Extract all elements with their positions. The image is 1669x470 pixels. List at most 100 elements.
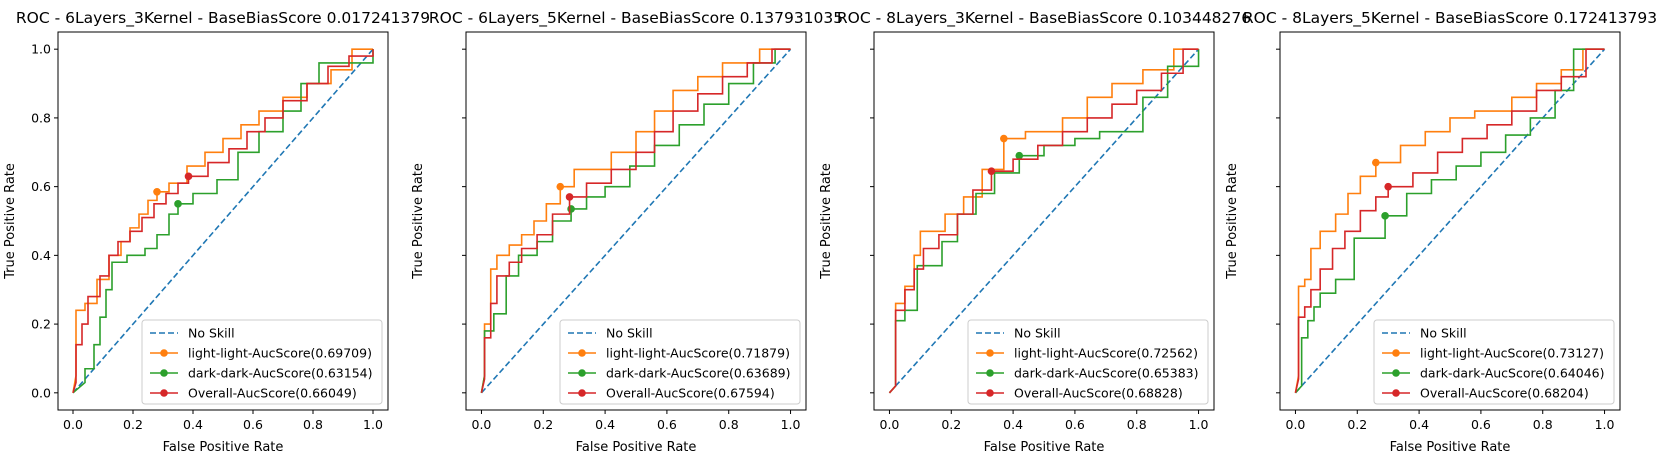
legend: No Skill light-light-AucScore(0.72562) dar… xyxy=(967,319,1209,405)
series-marker-1 xyxy=(556,182,565,191)
series-line-2 xyxy=(480,48,791,393)
legend-marker-2 xyxy=(1392,369,1400,377)
series-line-3 xyxy=(480,48,791,393)
series-line-3 xyxy=(888,48,1199,394)
legend-entry-label: light-light-AucScore(0.69709) xyxy=(188,346,372,361)
chart-title: ROC - 6Layers_3Kernel - BaseBiasScore 0.… xyxy=(16,9,430,28)
series-marker-1 xyxy=(1000,134,1008,143)
plot-area xyxy=(1294,48,1606,394)
chart-title: ROC - 6Layers_5Kernel - BaseBiasScore 0.… xyxy=(429,9,843,28)
series-line-0 xyxy=(72,48,374,394)
legend-box xyxy=(559,319,801,405)
x-tick-label: 0.6 xyxy=(1471,417,1491,432)
chart-title: ROC - 8Layers_3Kernel - BaseBiasScore 0.… xyxy=(837,9,1251,28)
legend-marker-3 xyxy=(578,389,586,397)
x-axis-label: False Positive Rate xyxy=(576,440,697,455)
y-tick-label: 0.2 xyxy=(31,317,51,332)
chart-title: ROC - 8Layers_5Kernel - BaseBiasScore 0.… xyxy=(1243,9,1657,28)
series-marker-1 xyxy=(1372,158,1380,167)
plot-frame xyxy=(1279,31,1621,411)
x-tick-label: 0.6 xyxy=(657,417,677,432)
legend-box xyxy=(141,319,383,405)
legend-entry-label: dark-dark-AucScore(0.65383) xyxy=(1014,366,1199,381)
x-tick-label: 1.0 xyxy=(363,417,383,432)
legend-entry-label: Overall-AucScore(0.67594) xyxy=(606,386,775,401)
series-line-0 xyxy=(888,48,1200,394)
x-tick-label: 0.4 xyxy=(1003,417,1023,432)
x-axis-label: False Positive Rate xyxy=(1390,440,1511,455)
series-marker-1 xyxy=(153,187,161,196)
legend-entry-label: dark-dark-AucScore(0.64046) xyxy=(1420,366,1605,381)
series-line-3 xyxy=(1294,48,1605,393)
x-tick-label: 0.0 xyxy=(880,417,900,432)
series-line-0 xyxy=(1294,48,1606,394)
y-tick-label: 0.6 xyxy=(31,179,51,194)
series-marker-2 xyxy=(1381,212,1389,220)
legend-entry-label: dark-dark-AucScore(0.63154) xyxy=(188,366,373,381)
series-line-2 xyxy=(1294,48,1605,394)
legend-marker-1 xyxy=(1392,349,1400,357)
x-tick-label: 0.8 xyxy=(1127,417,1147,432)
legend-entry-label: Overall-AucScore(0.68204) xyxy=(1420,386,1589,401)
y-tick-label: 1.0 xyxy=(31,42,51,57)
roc-panel-2: ROC - 6Layers_5Kernel - BaseBiasScore 0.… xyxy=(411,9,843,455)
legend-marker-3 xyxy=(986,389,994,397)
plot-frame xyxy=(57,31,389,411)
x-tick-label: 0.2 xyxy=(1347,417,1367,432)
legend-marker-2 xyxy=(986,369,994,377)
x-tick-label: 0.0 xyxy=(1286,417,1306,432)
series-marker-2 xyxy=(174,200,182,208)
x-tick-label: 0.4 xyxy=(183,417,203,432)
legend: No Skill light-light-AucScore(0.73127) dar… xyxy=(1373,319,1615,405)
x-axis-label: False Positive Rate xyxy=(163,440,284,455)
y-tick-label: 0.0 xyxy=(31,385,51,400)
x-tick-label: 1.0 xyxy=(1595,417,1615,432)
x-tick-label: 0.6 xyxy=(243,417,263,432)
plot-area xyxy=(72,48,374,394)
x-tick-label: 0.8 xyxy=(1533,417,1553,432)
legend-entry-label: No Skill xyxy=(1014,326,1061,341)
legend-marker-3 xyxy=(160,389,168,397)
x-tick-label: 0.2 xyxy=(533,417,553,432)
series-marker-2 xyxy=(1015,151,1024,160)
y-axis-label: True Positive Rate xyxy=(1225,163,1240,280)
legend-entry-label: Overall-AucScore(0.68828) xyxy=(1014,386,1183,401)
series-line-3 xyxy=(72,49,374,394)
series-marker-3 xyxy=(987,167,996,175)
x-tick-label: 0.6 xyxy=(1065,417,1085,432)
x-tick-label: 1.0 xyxy=(781,417,801,432)
legend-entry-label: light-light-AucScore(0.72562) xyxy=(1014,346,1198,361)
y-axis-label: True Positive Rate xyxy=(411,163,426,280)
legend-marker-3 xyxy=(1392,389,1400,397)
legend-entry-label: No Skill xyxy=(1420,326,1467,341)
series-line-1 xyxy=(72,48,373,393)
plot-frame xyxy=(465,31,807,411)
legend-marker-2 xyxy=(160,369,168,377)
x-tick-label: 0.2 xyxy=(941,417,961,432)
legend-marker-1 xyxy=(160,349,168,357)
legend: No Skill light-light-AucScore(0.71879) dar… xyxy=(559,319,801,405)
legend-entry-label: light-light-AucScore(0.73127) xyxy=(1420,346,1604,361)
legend-box xyxy=(967,319,1209,405)
legend-marker-2 xyxy=(578,369,586,377)
x-tick-label: 0.8 xyxy=(303,417,323,432)
x-tick-label: 1.0 xyxy=(1189,417,1209,432)
y-axis-label: True Positive Rate xyxy=(819,163,834,280)
series-line-0 xyxy=(480,48,792,394)
legend-entry-label: No Skill xyxy=(188,326,235,341)
series-marker-3 xyxy=(184,172,193,181)
series-marker-2 xyxy=(567,205,575,213)
y-tick-label: 0.4 xyxy=(31,248,51,263)
legend-marker-1 xyxy=(578,349,586,357)
y-axis-label: True Positive Rate xyxy=(3,163,18,280)
plot-area xyxy=(888,48,1200,394)
x-axis-label: False Positive Rate xyxy=(984,440,1105,455)
series-line-1 xyxy=(480,48,791,393)
x-tick-label: 0.0 xyxy=(472,417,492,432)
x-tick-label: 0.8 xyxy=(719,417,739,432)
plot-area xyxy=(480,48,792,394)
legend-box xyxy=(1373,319,1615,405)
roc-panel-4: ROC - 8Layers_5Kernel - BaseBiasScore 0.… xyxy=(1225,9,1657,455)
series-marker-3 xyxy=(1384,182,1392,191)
legend-entry-label: Overall-AucScore(0.66049) xyxy=(188,386,357,401)
